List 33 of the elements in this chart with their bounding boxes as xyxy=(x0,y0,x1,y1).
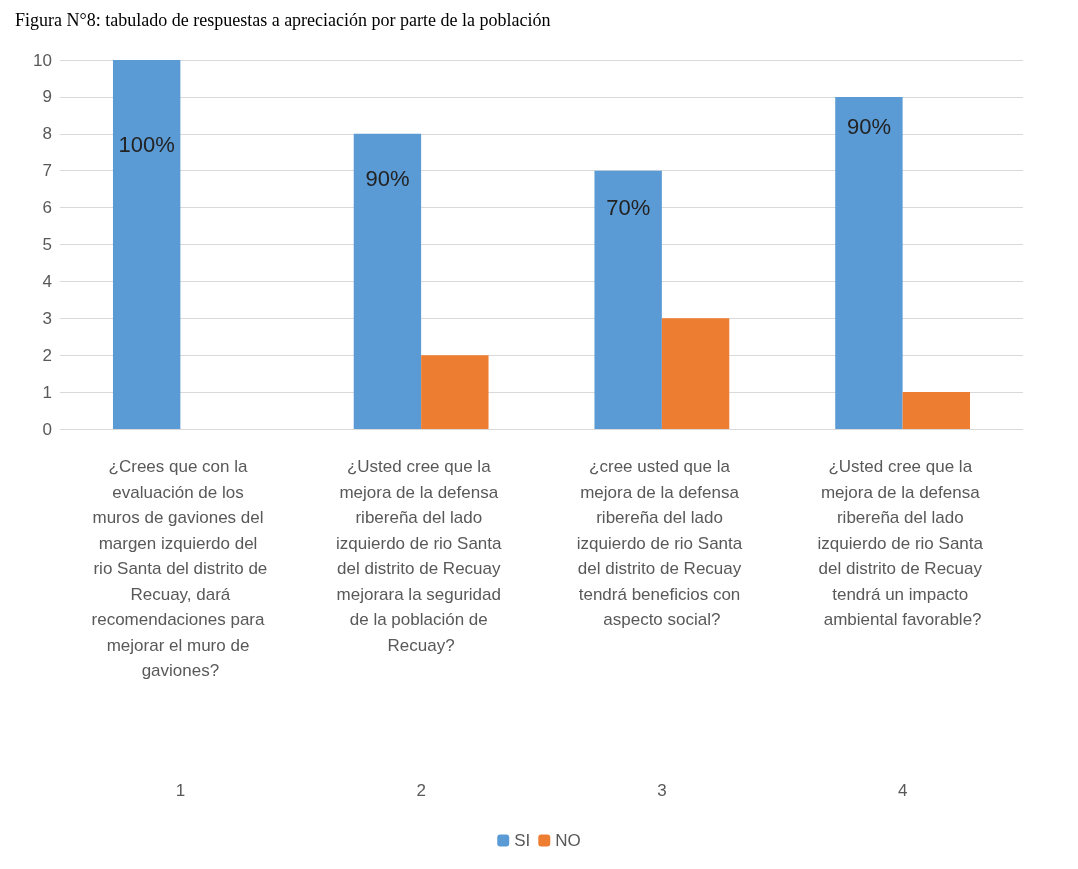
bar xyxy=(594,170,662,429)
y-tick-label: 2 xyxy=(42,345,52,365)
x-tick-label: ¿cree usted que la mejora de la defensa ribereña del lado izquierdo de rio Santa del distrito de Recuay tendrá beneficios con aspecto social? xyxy=(576,457,747,630)
y-tick-label: 1 xyxy=(42,382,52,402)
y-tick-label: 8 xyxy=(42,124,52,144)
x-tick-label: ¿Usted cree que la mejora de la defensa ribereña del lado izquierdo de rio Santa del distrito de Recuay tendrá un impacto ambiental favorable? xyxy=(817,457,988,630)
text: 1 xyxy=(175,780,186,800)
y-tick-label: 5 xyxy=(42,235,52,254)
legend-label: SI xyxy=(514,831,531,850)
annotation: 70% xyxy=(606,195,651,221)
category-label: ¿Crees que con la evaluación de los muros de gaviones del margen izquierdo del rio Santa del distrito de Recuay, dará recomendaciones para mejorar el muro de gaviones? xyxy=(91,457,268,681)
bar xyxy=(661,318,730,429)
bar xyxy=(902,392,971,429)
text: 2 xyxy=(416,780,426,800)
bar xyxy=(112,60,181,429)
x-tick-label: ¿Usted cree que la mejora de la defensa ribereña del lado izquierdo de rio Santa del distrito de Recuay mejorara la seguridad de la población de Recuay? xyxy=(336,457,507,655)
text: 3 xyxy=(657,780,667,800)
annotation: 90% xyxy=(846,113,891,139)
y-tick-label: 7 xyxy=(42,161,52,181)
y-tick-label: 3 xyxy=(42,308,52,328)
text: 4 xyxy=(897,780,908,800)
y-tick-label: 4 xyxy=(42,271,52,291)
y-tick-label: 0 xyxy=(42,419,52,439)
annotation: 90% xyxy=(365,165,410,191)
chart-title: Figura N°8: tabulado de respuestas a apreciación por parte de la población xyxy=(15,10,551,30)
legend-label: NO xyxy=(555,831,581,850)
y-tick-label: 10 xyxy=(33,50,52,70)
bar xyxy=(353,133,422,429)
bar xyxy=(835,96,903,429)
y-tick-label: 6 xyxy=(42,198,52,218)
y-tick-label: 9 xyxy=(42,87,52,107)
annotation: 100% xyxy=(118,132,175,158)
bar xyxy=(421,355,489,429)
